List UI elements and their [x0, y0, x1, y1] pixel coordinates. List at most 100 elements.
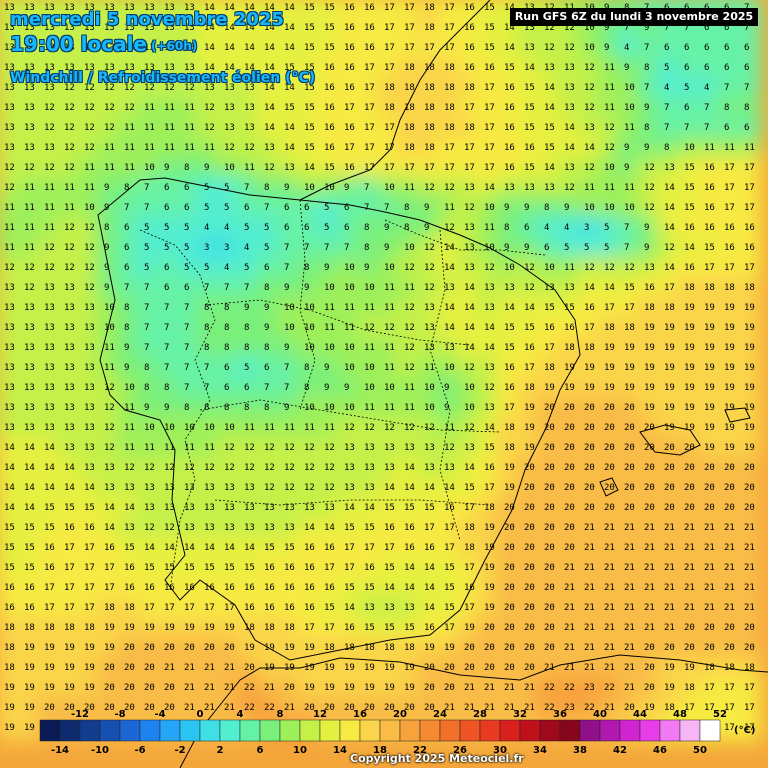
- grid-value: 17: [604, 303, 615, 313]
- grid-value: 18: [504, 443, 515, 453]
- grid-value: 21: [744, 583, 755, 593]
- grid-value: 15: [684, 203, 695, 213]
- grid-value: 19: [664, 363, 675, 373]
- grid-value: 12: [304, 463, 315, 473]
- grid-value: 19: [724, 343, 735, 353]
- grid-value: 19: [604, 383, 615, 393]
- legend-label: 6: [257, 745, 264, 756]
- grid-value: 14: [564, 123, 575, 133]
- grid-value: 3: [204, 243, 209, 253]
- grid-value: 8: [204, 403, 209, 413]
- grid-value: 21: [584, 643, 595, 653]
- grid-value: 20: [124, 643, 135, 653]
- grid-value: 13: [84, 303, 95, 313]
- grid-value: 13: [64, 303, 75, 313]
- grid-value: 12: [404, 343, 415, 353]
- grid-value: 19: [344, 683, 355, 693]
- grid-value: 20: [424, 663, 435, 673]
- grid-value: 10: [624, 103, 635, 113]
- grid-value: 16: [504, 123, 515, 133]
- grid-value: 7: [144, 343, 149, 353]
- grid-value: 6: [244, 203, 249, 213]
- grid-value: 13: [4, 303, 15, 313]
- grid-value: 14: [144, 543, 155, 553]
- grid-value: 18: [444, 103, 455, 113]
- grid-value: 21: [504, 683, 515, 693]
- grid-value: 19: [24, 683, 35, 693]
- grid-value: 20: [724, 463, 735, 473]
- copyright-label: Copyright 2025 Meteociel.fr: [350, 752, 524, 765]
- grid-value: 12: [464, 423, 475, 433]
- legend-label: 38: [573, 745, 587, 756]
- grid-value: 11: [124, 123, 135, 133]
- grid-value: 17: [424, 163, 435, 173]
- grid-value: 21: [564, 663, 575, 673]
- grid-value: 17: [324, 563, 335, 573]
- grid-value: 18: [444, 63, 455, 73]
- grid-value: 16: [504, 103, 515, 113]
- grid-value: 21: [704, 523, 715, 533]
- grid-value: 16: [364, 43, 375, 53]
- grid-value: 10: [444, 363, 455, 373]
- grid-value: 11: [244, 163, 255, 173]
- grid-value: 10: [504, 263, 515, 273]
- grid-value: 12: [264, 483, 275, 493]
- grid-value: 22: [564, 683, 575, 693]
- grid-value: 10: [344, 283, 355, 293]
- grid-value: 13: [224, 503, 235, 513]
- grid-value: 11: [164, 103, 175, 113]
- grid-value: 15: [324, 163, 335, 173]
- grid-value: 16: [104, 543, 115, 553]
- grid-value: 14: [664, 223, 675, 233]
- grid-value: 5: [324, 203, 329, 213]
- grid-value: 8: [164, 383, 169, 393]
- grid-value: 14: [264, 43, 275, 53]
- grid-value: 18: [264, 623, 275, 633]
- grid-value: 13: [84, 423, 95, 433]
- grid-value: 7: [144, 183, 149, 193]
- grid-value: 5: [244, 223, 249, 233]
- grid-value: 12: [104, 123, 115, 133]
- grid-value: 17: [464, 503, 475, 513]
- grid-value: 17: [384, 3, 395, 13]
- grid-value: 15: [304, 3, 315, 13]
- grid-value: 16: [284, 563, 295, 573]
- grid-value: 19: [744, 423, 755, 433]
- grid-value: 14: [524, 63, 535, 73]
- grid-value: 17: [484, 143, 495, 153]
- grid-value: 15: [284, 543, 295, 553]
- grid-value: 11: [104, 363, 115, 373]
- grid-value: 17: [364, 143, 375, 153]
- grid-value: 11: [104, 163, 115, 173]
- grid-value: 19: [644, 383, 655, 393]
- legend-swatch: [539, 719, 561, 742]
- grid-value: 17: [384, 543, 395, 553]
- grid-value: 14: [244, 43, 255, 53]
- grid-value: 12: [64, 223, 75, 233]
- grid-value: 16: [344, 623, 355, 633]
- grid-value: 12: [404, 323, 415, 333]
- grid-value: 10: [304, 323, 315, 333]
- grid-value: 13: [564, 63, 575, 73]
- grid-value: 4: [224, 223, 229, 233]
- grid-value: 13: [224, 523, 235, 533]
- grid-value: 8: [104, 223, 109, 233]
- grid-value: 11: [404, 183, 415, 193]
- grid-value: 6: [264, 263, 269, 273]
- grid-value: 12: [264, 463, 275, 473]
- grid-value: 8: [144, 383, 149, 393]
- legend-swatch: [339, 719, 361, 742]
- grid-value: 19: [724, 323, 735, 333]
- grid-value: 10: [284, 303, 295, 313]
- grid-value: 11: [124, 143, 135, 153]
- grid-value: 17: [364, 123, 375, 133]
- grid-value: 14: [264, 103, 275, 113]
- grid-value: 20: [744, 463, 755, 473]
- grid-value: 14: [464, 343, 475, 353]
- grid-value: 13: [24, 123, 35, 133]
- grid-value: 17: [724, 263, 735, 273]
- grid-value: 21: [724, 603, 735, 613]
- grid-value: 14: [284, 3, 295, 13]
- legend-swatch: [599, 719, 621, 742]
- grid-value: 13: [84, 383, 95, 393]
